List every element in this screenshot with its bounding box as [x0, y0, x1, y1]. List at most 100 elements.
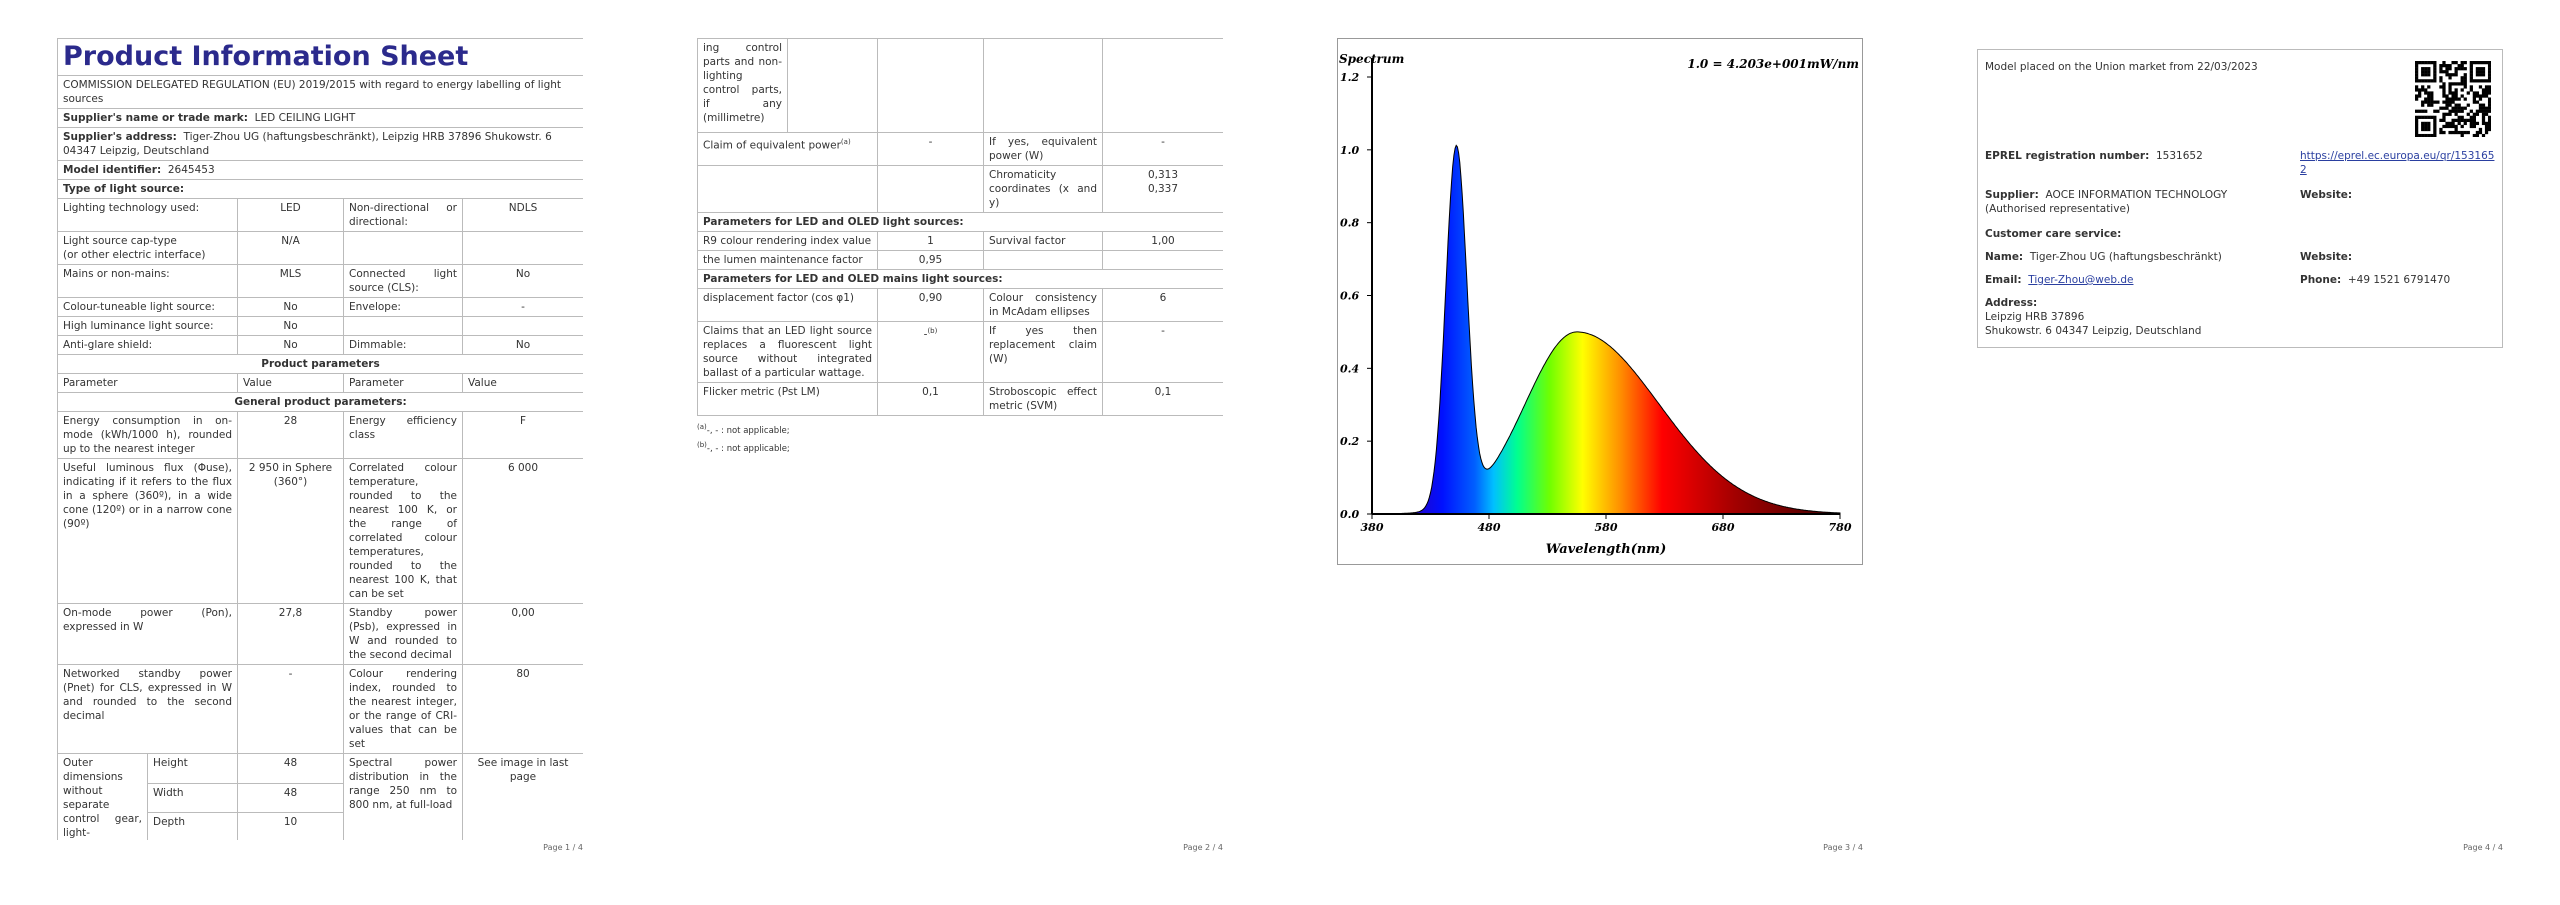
table-row: High luminance light source: No — [57, 316, 583, 336]
general-rows: - — [237, 664, 344, 754]
table-cell: Model identifier: 2645453 — [57, 160, 583, 180]
qr-module — [2451, 73, 2455, 77]
qr-module — [2457, 82, 2461, 86]
qr-module — [2439, 64, 2443, 68]
parts: 10 — [237, 812, 344, 840]
qr-module — [2481, 94, 2486, 98]
qr-module — [2427, 70, 2431, 74]
qr-module — [2469, 124, 2473, 129]
qr-module — [2460, 67, 2464, 71]
qr-module — [2448, 109, 2452, 113]
y-tick-label: 0.2 — [1340, 435, 1359, 448]
qr-module — [2478, 79, 2483, 83]
type-rows: Non-directional or directional: — [343, 198, 463, 232]
qr-module — [2475, 133, 2480, 137]
qr-module — [2451, 97, 2455, 101]
qr-module — [2466, 118, 2470, 122]
qr-module — [2475, 109, 2480, 113]
qr-module — [2424, 61, 2428, 65]
qr-module — [2442, 124, 2446, 129]
qr-module — [2439, 118, 2443, 122]
qr-code — [2415, 61, 2491, 137]
qr-module — [2481, 88, 2486, 92]
website: Website: — [2300, 189, 2353, 201]
qr-module — [2424, 109, 2428, 113]
qr-module — [2433, 121, 2437, 126]
type-rows: No — [237, 297, 344, 317]
params-header: Parameter — [57, 373, 238, 393]
qr-module — [2451, 109, 2455, 113]
type-rows: No — [461, 264, 583, 298]
qr-module — [2472, 124, 2476, 129]
general-rows: 0,00 — [461, 603, 583, 665]
qr-module — [2445, 64, 2449, 68]
qr-module — [2484, 94, 2489, 98]
email-link[interactable]: Tiger-Zhou@web.de — [2028, 274, 2134, 286]
qr-module — [2454, 97, 2458, 101]
qr-module — [2442, 88, 2446, 92]
qr-module — [2478, 85, 2483, 89]
value: Tiger-Zhou UG (haftungsbeschränkt), Leip… — [63, 131, 552, 157]
table-cell: 0,313 0,337 — [1102, 165, 1223, 213]
qr-module — [2442, 64, 2446, 68]
qr-module — [2454, 118, 2458, 122]
type-rows: MLS — [237, 264, 344, 298]
qr-module — [2445, 67, 2449, 71]
qr-module — [2424, 67, 2428, 71]
sheet-table: Product Information Sheet COMMISSION DEL… — [57, 38, 583, 840]
qr-module — [2421, 115, 2425, 119]
parts: Depth — [147, 812, 238, 840]
qr-module — [2427, 67, 2431, 71]
qr-module — [2469, 88, 2473, 92]
qr-module — [2433, 124, 2437, 129]
qr-module — [2415, 76, 2419, 80]
qr-module — [2484, 91, 2489, 95]
qr-module — [2457, 109, 2461, 113]
qr-module — [2421, 100, 2425, 104]
qr-module — [2448, 82, 2452, 86]
qr-module — [2460, 82, 2464, 86]
qr-module — [2415, 124, 2419, 129]
qr-module — [2478, 67, 2483, 71]
qr-module — [2448, 97, 2452, 101]
qr-module — [2430, 100, 2434, 104]
general-rows: Colour rendering index, rounded to the n… — [343, 664, 463, 754]
qr-module — [2463, 67, 2467, 71]
qr-module — [2421, 124, 2425, 129]
qr-module — [2439, 106, 2443, 110]
type-rows: Colour-tuneable light source: — [57, 297, 238, 317]
eprel-link[interactable]: https://eprel.ec.europa.eu/qr/1531652 — [2300, 150, 2495, 176]
qr-module — [2418, 91, 2422, 95]
footer: Page 4 / 4 — [2463, 843, 2503, 852]
table-cell: Light source cap-type (or other electric … — [57, 231, 238, 265]
qr-module — [2415, 79, 2419, 83]
qr-module — [2463, 118, 2467, 122]
footer: Page 1 / 4 — [543, 843, 583, 852]
table-row: Colour-tuneable light source: No Envelope:… — [57, 297, 583, 317]
qr-module — [2481, 70, 2486, 74]
qr-module — [2421, 127, 2425, 132]
type-heading: Type of light source: — [57, 179, 583, 199]
type-rows: High luminance light source: — [57, 316, 238, 336]
value: LED CEILING LIGHT — [254, 112, 356, 124]
qr-module — [2427, 115, 2431, 119]
qr-module — [2484, 85, 2489, 89]
qr-module — [2454, 94, 2458, 98]
qr-module — [2469, 73, 2473, 77]
qr-module — [2415, 70, 2419, 74]
table-row: COMMISSION DELEGATED REGULATION (EU) 201… — [57, 75, 583, 109]
table-row: Mains or non-mains: MLS Connected light so… — [57, 264, 583, 298]
type-rows: No — [461, 335, 583, 355]
parts: 48 — [237, 753, 344, 784]
qr-module — [2457, 118, 2461, 122]
page-4-box: Model placed on the Union market from 22… — [1977, 49, 2503, 348]
qr-module — [2424, 124, 2428, 129]
qr-module — [2469, 121, 2473, 126]
qr-module — [2451, 124, 2455, 129]
table-row: Depth 10 — [58, 812, 584, 840]
label2: If yes, equivalent power (W) — [983, 132, 1103, 166]
qr-module — [2487, 106, 2491, 110]
qr-module — [2469, 118, 2473, 122]
qr-module — [2487, 103, 2491, 107]
qr-module — [2487, 79, 2491, 83]
